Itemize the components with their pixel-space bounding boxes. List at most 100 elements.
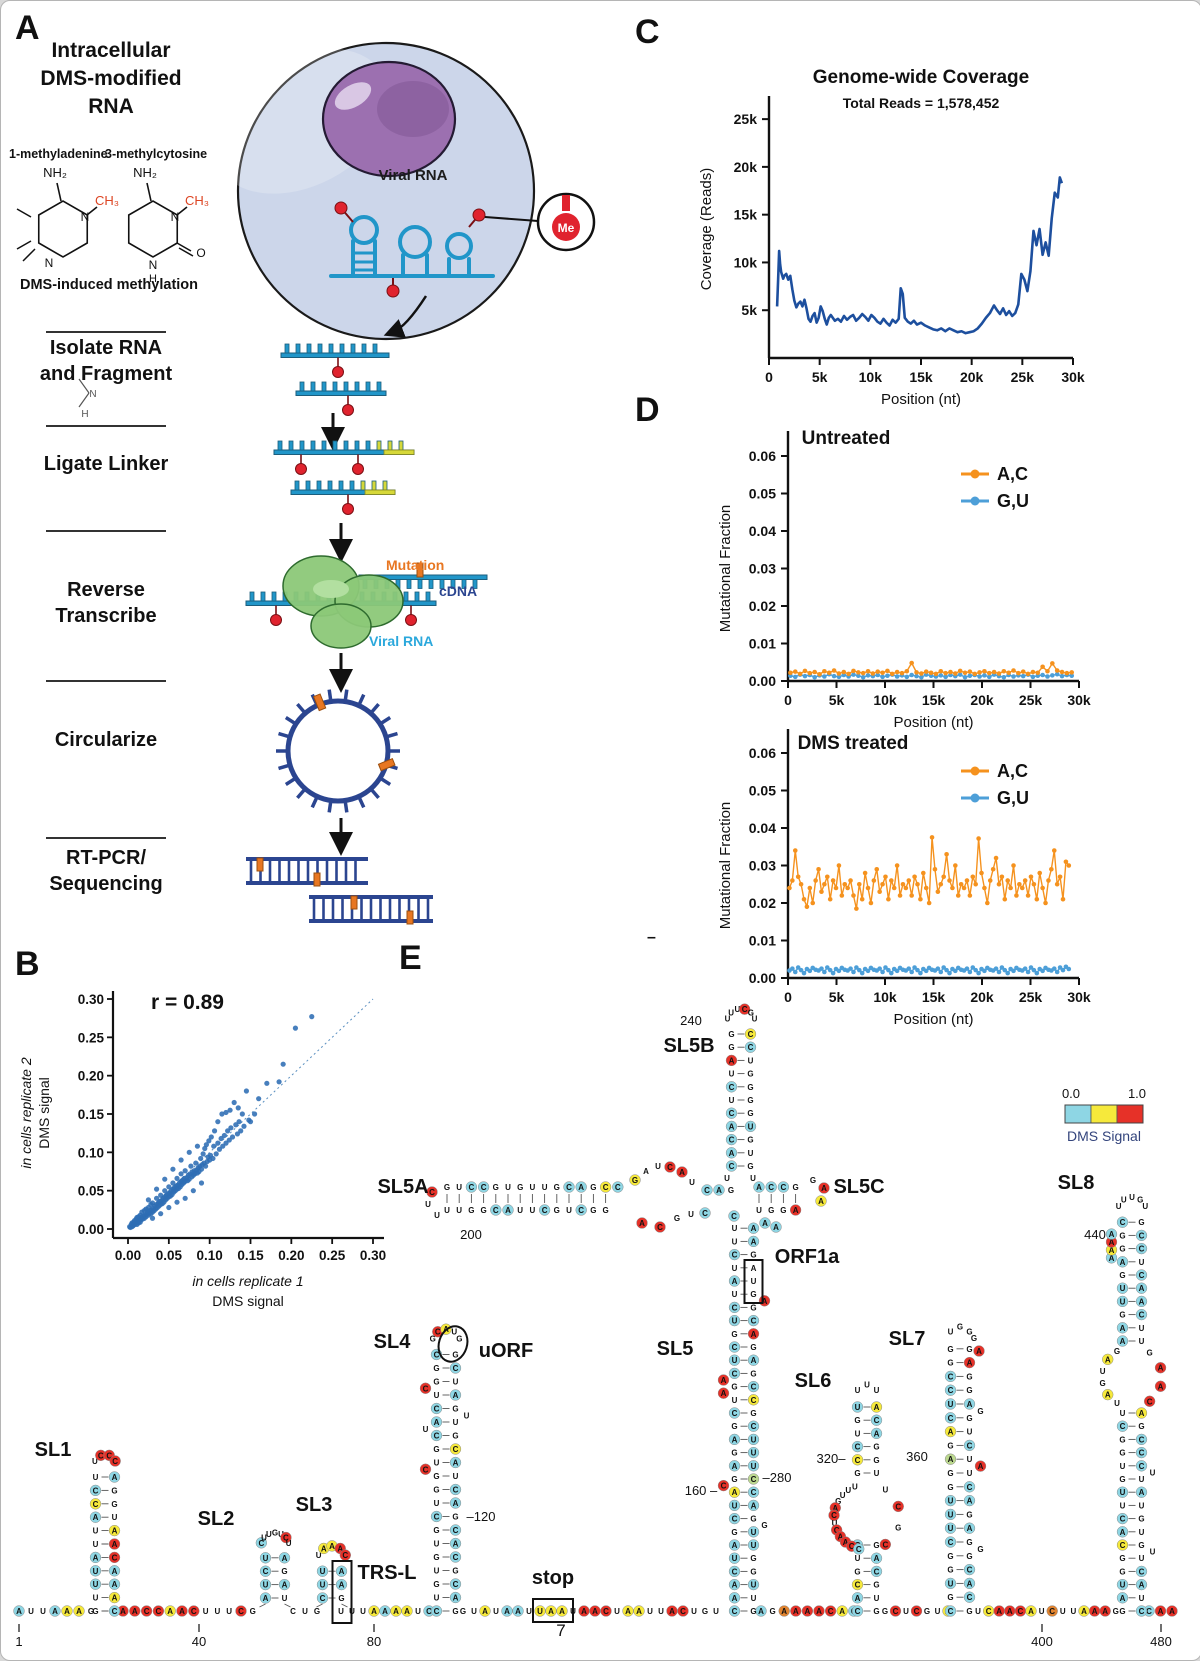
nt-G: G [971, 1334, 977, 1343]
y-tick: 0.00 [749, 970, 776, 986]
page-number: 7 [556, 1621, 566, 1640]
y-tick: 0.03 [749, 858, 776, 874]
x-tick: 0.25 [319, 1248, 346, 1263]
nt-U: U [855, 1403, 861, 1412]
nt-G: G [1119, 1245, 1125, 1254]
nt-U: U [316, 1551, 322, 1560]
nt-U: U [266, 1530, 272, 1539]
nt-G: G [602, 1206, 608, 1215]
nt-G: G [873, 1456, 879, 1465]
nt-U: U [967, 1428, 973, 1437]
nt-A: A [874, 1429, 880, 1438]
nt-A: A [1120, 1258, 1126, 1267]
box-trs-l [331, 1560, 353, 1624]
nt-A: A [482, 1607, 488, 1616]
x-tick: 0.20 [278, 1248, 304, 1263]
chem-ch3: CH₃ [185, 193, 209, 208]
nt-U: U [832, 1519, 838, 1528]
nt-U: U [1120, 1462, 1126, 1471]
nt-A: A [821, 1184, 827, 1193]
y-tick: 0.04 [749, 820, 776, 836]
nt-U: U [1139, 1594, 1145, 1603]
x-tick: 30k [1067, 692, 1091, 708]
nt-G: G [314, 1607, 320, 1616]
a-step-isolate-2: and Fragment [39, 363, 173, 385]
nt-A: A [1109, 1238, 1115, 1247]
nt-G: G [873, 1541, 879, 1550]
nt-C: C [855, 1607, 861, 1616]
nt-A: A [52, 1607, 58, 1616]
x-tick: 10k [873, 989, 897, 1005]
nt-A: A [1139, 1284, 1145, 1293]
y-tick: 25k [734, 111, 758, 127]
nt-U: U [751, 1462, 757, 1471]
nt-A: A [112, 1540, 118, 1549]
nt-G: G [452, 1432, 458, 1441]
nt-G: G [444, 1183, 450, 1192]
nt-A: A [967, 1400, 973, 1409]
me-label: Me [558, 221, 575, 235]
y-label-2: DMS signal [36, 1077, 52, 1149]
nt-A: A [716, 1186, 722, 1195]
nt-U: U [93, 1473, 99, 1482]
text: N [149, 258, 158, 272]
y-tick: 0.30 [78, 992, 104, 1007]
nt-C: C [855, 1581, 861, 1590]
nt-G: G [554, 1206, 560, 1215]
nt-G: G [433, 1526, 439, 1535]
nt-G: G [632, 1176, 638, 1185]
nt-A: A [112, 1567, 118, 1576]
nt-G: G [769, 1607, 775, 1616]
nt-A: A [1120, 1594, 1126, 1603]
y-tick: 0.03 [749, 561, 776, 577]
nt-A: A [832, 1504, 838, 1513]
nt-A: A [548, 1607, 554, 1616]
nt-G: G [748, 1009, 754, 1018]
nt-U: U [434, 1540, 440, 1549]
nt-C: C [948, 1372, 954, 1381]
nt-U: U [724, 1174, 730, 1183]
nt-A: A [1007, 1607, 1013, 1616]
nt-C: C [191, 1607, 197, 1616]
nt-G: G [433, 1445, 439, 1454]
rna-label-SL8: SL8 [1058, 1172, 1095, 1194]
nt-A: A [1109, 1254, 1115, 1263]
nt-A: A [453, 1459, 459, 1468]
nt-G: G [1113, 1607, 1119, 1616]
nt-U: U [734, 1005, 740, 1014]
rna-label-SL7: SL7 [889, 1328, 926, 1350]
x-label-1: in cells replicate 1 [192, 1273, 303, 1289]
y-tick: 0.05 [78, 1184, 105, 1199]
nt-G: G [1137, 1195, 1143, 1204]
nt-A: A [1169, 1607, 1175, 1616]
nt-G: G [977, 1407, 983, 1416]
nt-G: G [452, 1567, 458, 1576]
y-tick: 0.02 [749, 895, 776, 911]
rna-label-ORF1a: ORF1a [775, 1246, 840, 1268]
nt-U: U [655, 1162, 661, 1171]
nt-G: G [456, 1334, 462, 1343]
nt-U: U [1114, 1399, 1120, 1408]
x-tick: 25k [1019, 692, 1043, 708]
y-tick: 0.05 [749, 783, 776, 799]
nt-G: G [433, 1364, 439, 1373]
nt-A: A [729, 1149, 735, 1158]
nt-C: C [423, 1465, 429, 1474]
nt-A: A [805, 1607, 811, 1616]
nt-G: G [281, 1567, 287, 1576]
nt-G: G [750, 1343, 756, 1352]
nt-G: G [554, 1183, 560, 1192]
nt-U: U [1120, 1581, 1126, 1590]
nt-U: U [493, 1607, 499, 1616]
nt-G: G [947, 1359, 953, 1368]
nt-U: U [614, 1607, 620, 1616]
nt-U: U [725, 1015, 731, 1024]
nt-U: U [1071, 1607, 1077, 1616]
nt-G: G [731, 1383, 737, 1392]
x-tick: 0 [765, 369, 773, 385]
nt-G: G [835, 1497, 841, 1506]
nt-G: G [750, 1290, 756, 1299]
uorf-outline [437, 1325, 469, 1363]
rna-label-SL3: SL3 [296, 1494, 333, 1516]
